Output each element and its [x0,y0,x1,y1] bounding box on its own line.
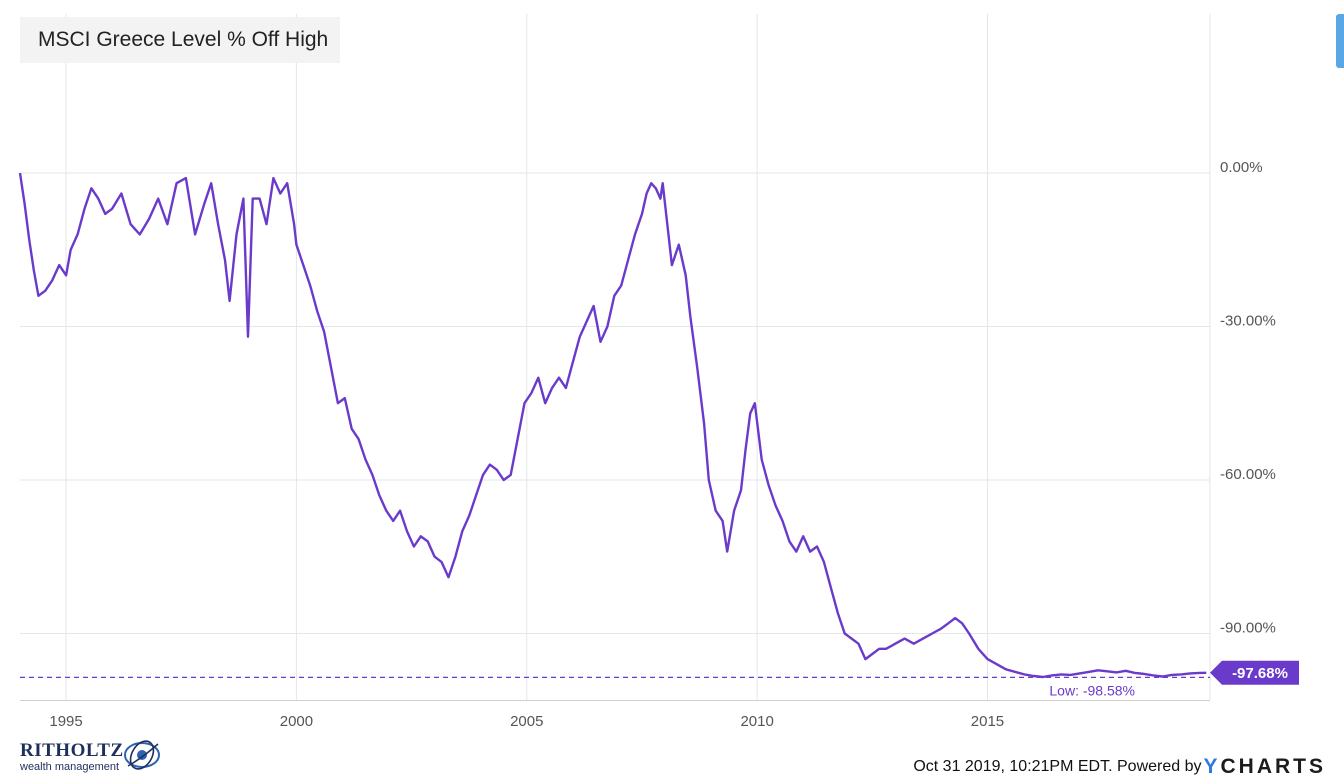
footer-timestamp: Oct 31 2019, 10:21PM EDT. Powered by [913,758,1202,775]
ritholtz-logo: RITHOLTZ wealth management [20,738,170,776]
y-tick-label: 0.00% [1220,159,1263,176]
chart-footer: Oct 31 2019, 10:21PM EDT. Powered by YCH… [913,755,1326,779]
x-tick-label: 2005 [510,713,543,730]
last-value-badge: -97.68% [1210,660,1299,685]
logo-tagline: wealth management [20,761,120,773]
x-tick-label: 2000 [280,713,313,730]
last-value-badge-bg [1210,660,1299,685]
ritholtz-emblem-icon [124,740,160,770]
x-tick-label: 2010 [740,713,773,730]
x-tick-label: 2015 [971,713,1004,730]
low-reference-label: Low: -98.58% [1049,682,1135,698]
ycharts-brand-link[interactable]: YCHARTS [1203,755,1326,779]
y-tick-label: -30.00% [1220,312,1276,329]
y-tick-label: -90.00% [1220,619,1276,636]
logo-wordmark: RITHOLTZ [20,740,124,761]
chart-title-box: MSCI Greece Level % Off High [20,17,340,63]
ycharts-brand-rest: CHARTS [1220,755,1326,778]
chart-title: MSCI Greece Level % Off High [38,28,329,51]
ycharts-brand-y: Y [1203,755,1221,778]
last-value-label: -97.68% [1232,665,1288,682]
side-scroll-tab[interactable] [1336,14,1344,68]
y-tick-label: -60.00% [1220,466,1276,483]
series-line [18,172,1207,679]
x-tick-label: 1995 [49,713,82,730]
